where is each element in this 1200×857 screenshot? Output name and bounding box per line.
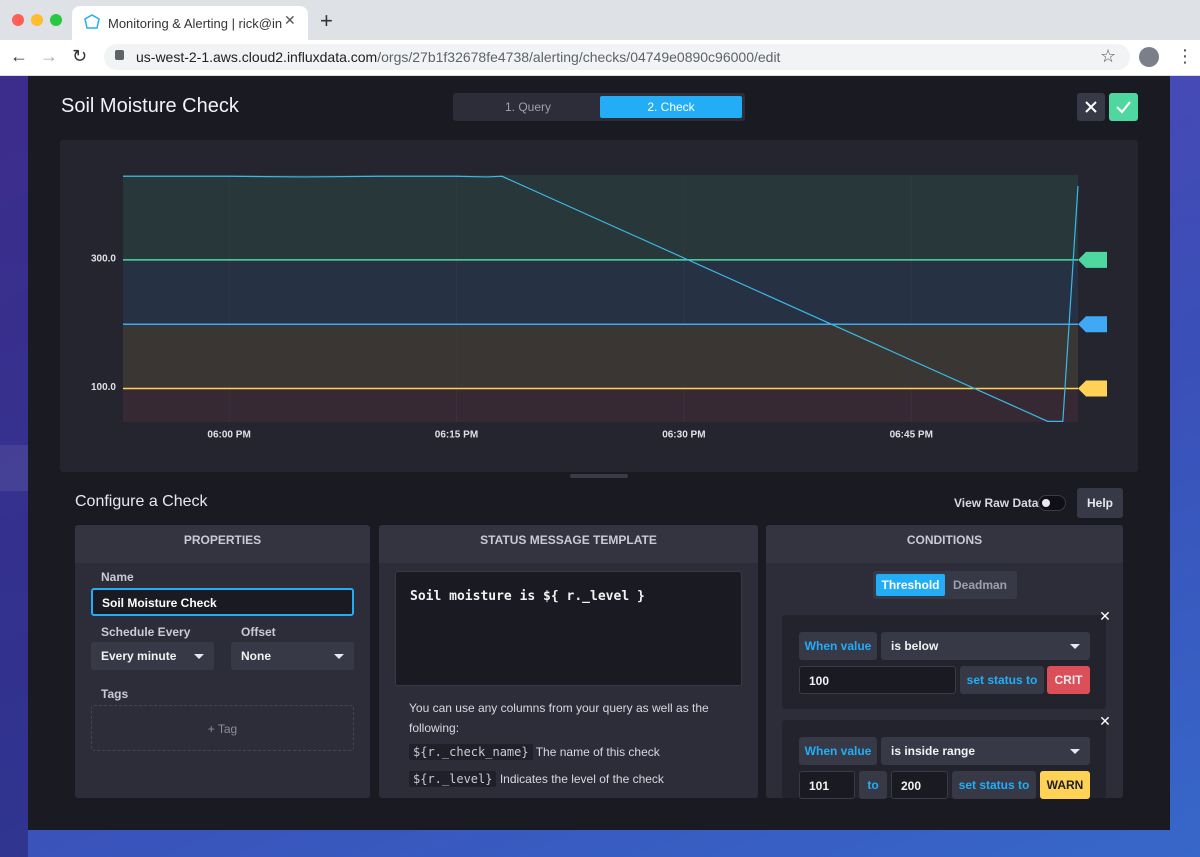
new-tab[interactable]: + xyxy=(320,8,333,34)
close-window[interactable] xyxy=(12,14,24,26)
add-tag[interactable]: + Tag xyxy=(91,705,354,751)
set-status-label: set status to xyxy=(960,666,1044,694)
variable-row: ${r._level} Indicates the level of the c… xyxy=(409,772,664,786)
remove-rule[interactable]: ✕ xyxy=(1096,608,1114,626)
tab-title: Monitoring & Alerting | rick@in xyxy=(108,16,282,31)
threshold-band xyxy=(123,260,1078,324)
help-button[interactable]: Help xyxy=(1077,488,1123,518)
threshold-band xyxy=(123,175,1078,260)
operator-dropdown[interactable]: is inside range xyxy=(881,737,1090,765)
template-editor[interactable]: Soil moisture is ${ r._level } xyxy=(395,571,742,686)
field-label: Offset xyxy=(241,625,276,639)
max-input[interactable]: 200 xyxy=(891,771,948,799)
template-help: You can use any columns from your query … xyxy=(409,698,739,738)
sidebar-active[interactable] xyxy=(0,445,28,491)
schedule-dropdown[interactable]: Every minute xyxy=(91,642,214,670)
threshold-handle xyxy=(1078,381,1107,397)
panel-heading: STATUS MESSAGE TEMPLATE xyxy=(379,525,758,563)
x-tick-label: 06:45 PM xyxy=(890,430,933,441)
variable-desc: Indicates the level of the check xyxy=(500,772,664,786)
x-tick-label: 06:15 PM xyxy=(435,430,478,441)
threshold-rule xyxy=(782,615,1106,709)
threshold-tab[interactable]: Threshold xyxy=(876,574,945,596)
x-tick-label: 06:00 PM xyxy=(207,430,250,441)
variable-desc: The name of this check xyxy=(536,745,660,759)
reload[interactable]: ↻ xyxy=(72,46,87,67)
name-input[interactable]: Soil Moisture Check xyxy=(91,588,354,616)
back[interactable]: ← xyxy=(10,46,28,67)
profile[interactable] xyxy=(1139,47,1159,67)
save-button[interactable] xyxy=(1109,93,1138,121)
when-label: When value xyxy=(799,737,877,765)
field-label: Name xyxy=(101,570,134,584)
lock-icon xyxy=(115,50,124,60)
threshold-handle xyxy=(1078,316,1107,332)
menu[interactable]: ⋮ xyxy=(1176,46,1194,67)
maximize-window[interactable] xyxy=(50,14,62,26)
set-status-label: set status to xyxy=(952,771,1036,799)
variable-row: ${r._check_name} The name of this check xyxy=(409,745,660,759)
tab-icon xyxy=(84,14,100,30)
step-query[interactable]: 1. Query xyxy=(457,96,599,118)
value-input[interactable]: 100 xyxy=(799,666,956,694)
tab-close[interactable]: ✕ xyxy=(284,12,296,29)
y-tick-label: 300.0 xyxy=(91,254,116,265)
threshold-band xyxy=(123,389,1078,422)
y-tick-label: 100.0 xyxy=(91,382,116,393)
url-host: us-west-2-1.aws.cloud2.influxdata.com xyxy=(136,49,377,65)
panel-heading: CONDITIONS xyxy=(766,525,1123,563)
level-button[interactable]: WARN xyxy=(1040,771,1090,799)
operator-dropdown[interactable]: is below xyxy=(881,632,1090,660)
raw-data-label: View Raw Data xyxy=(954,496,1038,510)
resize-handle[interactable] xyxy=(570,474,628,478)
section-title: Configure a Check xyxy=(75,493,208,511)
threshold-band xyxy=(123,324,1078,388)
check-title[interactable]: Soil Moisture Check xyxy=(61,95,239,118)
url-field[interactable]: us-west-2-1.aws.cloud2.influxdata.com/or… xyxy=(104,44,1130,70)
when-label: When value xyxy=(799,632,877,660)
field-label: Tags xyxy=(101,687,128,701)
min-input[interactable]: 101 xyxy=(799,771,855,799)
field-label: Schedule Every xyxy=(101,625,190,639)
raw-data-toggle[interactable] xyxy=(1038,495,1066,511)
offset-dropdown[interactable]: None xyxy=(231,642,354,670)
cancel-button[interactable] xyxy=(1077,93,1105,121)
bookmark[interactable]: ☆ xyxy=(1100,46,1116,67)
url-path: /orgs/27b1f32678fe4738/alerting/checks/0… xyxy=(377,49,780,65)
x-tick-label: 06:30 PM xyxy=(662,430,705,441)
to-label: to xyxy=(859,771,887,799)
variable-code: ${r._check_name} xyxy=(409,744,533,760)
graph-panel: 06:00 PM 06:15 PM 06:30 PM 06:45 PM 100.0 300… xyxy=(60,140,1138,472)
remove-rule[interactable]: ✕ xyxy=(1096,713,1114,731)
forward[interactable]: → xyxy=(40,46,58,67)
deadman-tab[interactable]: Deadman xyxy=(948,574,1012,596)
threshold-handle xyxy=(1078,252,1107,268)
variable-code: ${r._level} xyxy=(409,771,496,787)
step-check[interactable]: 2. Check xyxy=(600,96,742,118)
browser-tab[interactable]: Monitoring & Alerting | rick@in xyxy=(72,6,308,40)
panel-heading: PROPERTIES xyxy=(75,525,370,563)
level-button[interactable]: CRIT xyxy=(1047,666,1090,694)
chart: 06:00 PM 06:15 PM 06:30 PM 06:45 PM 100.0 300… xyxy=(60,140,1138,472)
minimize-window[interactable] xyxy=(31,14,43,26)
